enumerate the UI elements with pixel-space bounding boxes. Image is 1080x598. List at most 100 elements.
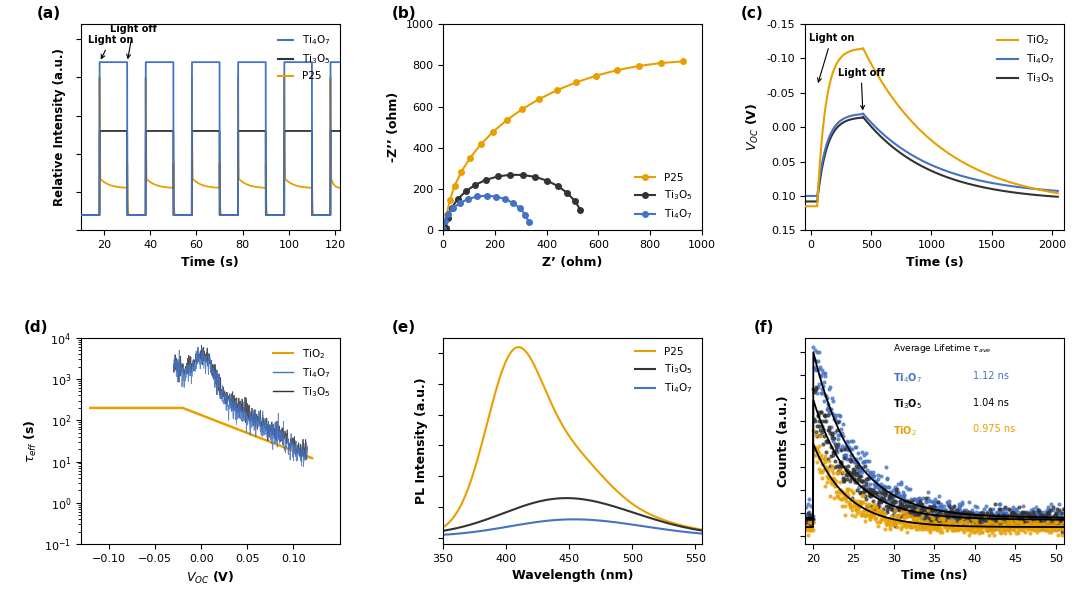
Point (986, 518, 1003, 527)
Point (957, 518, 974, 527)
Point (813, 467, 831, 477)
Point (918, 522, 935, 532)
Point (859, 473, 876, 483)
Point (997, 524, 1014, 533)
Point (849, 459, 866, 469)
Point (873, 489, 890, 498)
Point (924, 498, 942, 507)
Point (868, 518, 886, 527)
Point (804, 513, 821, 523)
Point (833, 495, 850, 504)
Point (947, 526, 964, 535)
Point (923, 521, 941, 530)
Point (977, 515, 995, 524)
Point (949, 524, 967, 533)
Point (843, 444, 861, 453)
Point (956, 515, 973, 524)
Point (988, 522, 1005, 532)
Point (802, 516, 820, 526)
Point (853, 447, 870, 456)
Point (984, 519, 1001, 529)
Point (976, 510, 994, 520)
Point (989, 518, 1007, 527)
Point (913, 499, 930, 509)
Point (834, 468, 851, 478)
Point (821, 384, 838, 393)
Point (928, 507, 945, 517)
Point (877, 487, 894, 496)
Point (860, 499, 877, 509)
Point (936, 505, 954, 515)
Point (944, 510, 961, 520)
Point (897, 501, 915, 510)
Text: 1.12 ns: 1.12 ns (973, 371, 1010, 381)
Point (977, 519, 995, 529)
Point (1008, 522, 1025, 532)
Point (1053, 530, 1070, 539)
Point (872, 492, 889, 501)
Point (1045, 511, 1063, 521)
Point (922, 505, 940, 515)
Point (958, 516, 975, 526)
Point (966, 510, 983, 520)
Point (969, 526, 986, 535)
Point (895, 502, 913, 512)
Point (993, 511, 1010, 521)
Point (798, 522, 815, 532)
Point (835, 432, 852, 441)
Point (934, 510, 951, 520)
Point (1053, 508, 1070, 518)
Point (1001, 513, 1018, 523)
Point (1024, 507, 1041, 517)
Point (894, 487, 912, 496)
X-axis label: $V_{OC}$ (V): $V_{OC}$ (V) (186, 569, 234, 585)
Point (1024, 522, 1041, 532)
Point (906, 521, 923, 530)
Point (1040, 515, 1057, 524)
Point (1052, 522, 1069, 532)
Point (986, 519, 1003, 529)
Point (931, 516, 948, 526)
Point (937, 508, 955, 518)
Point (1004, 510, 1022, 520)
Point (1026, 518, 1043, 527)
Point (917, 498, 934, 507)
Point (999, 511, 1016, 521)
Point (982, 504, 999, 514)
Point (982, 515, 999, 524)
Point (922, 519, 940, 529)
Point (868, 502, 886, 512)
Point (901, 519, 918, 529)
Point (1000, 524, 1017, 533)
Point (887, 490, 904, 499)
Point (819, 410, 836, 420)
Point (1039, 516, 1056, 526)
Point (885, 515, 902, 524)
Point (1038, 505, 1055, 515)
Point (804, 515, 821, 524)
Point (852, 476, 869, 486)
Point (812, 407, 829, 417)
Point (826, 481, 843, 490)
Point (829, 430, 847, 440)
Point (872, 496, 889, 506)
Point (842, 450, 860, 460)
Point (1051, 516, 1068, 526)
Point (887, 496, 904, 506)
Point (924, 521, 942, 530)
Point (1038, 526, 1055, 535)
Point (918, 505, 935, 515)
Point (941, 516, 958, 526)
Point (866, 504, 883, 514)
Point (1036, 526, 1053, 535)
Point (811, 432, 828, 441)
Point (1005, 515, 1023, 524)
Point (981, 530, 998, 539)
Point (1014, 511, 1031, 521)
Point (812, 389, 829, 398)
Text: (e): (e) (391, 319, 416, 334)
Point (921, 524, 939, 533)
Point (870, 498, 888, 507)
Point (1016, 513, 1034, 523)
Point (948, 524, 966, 533)
